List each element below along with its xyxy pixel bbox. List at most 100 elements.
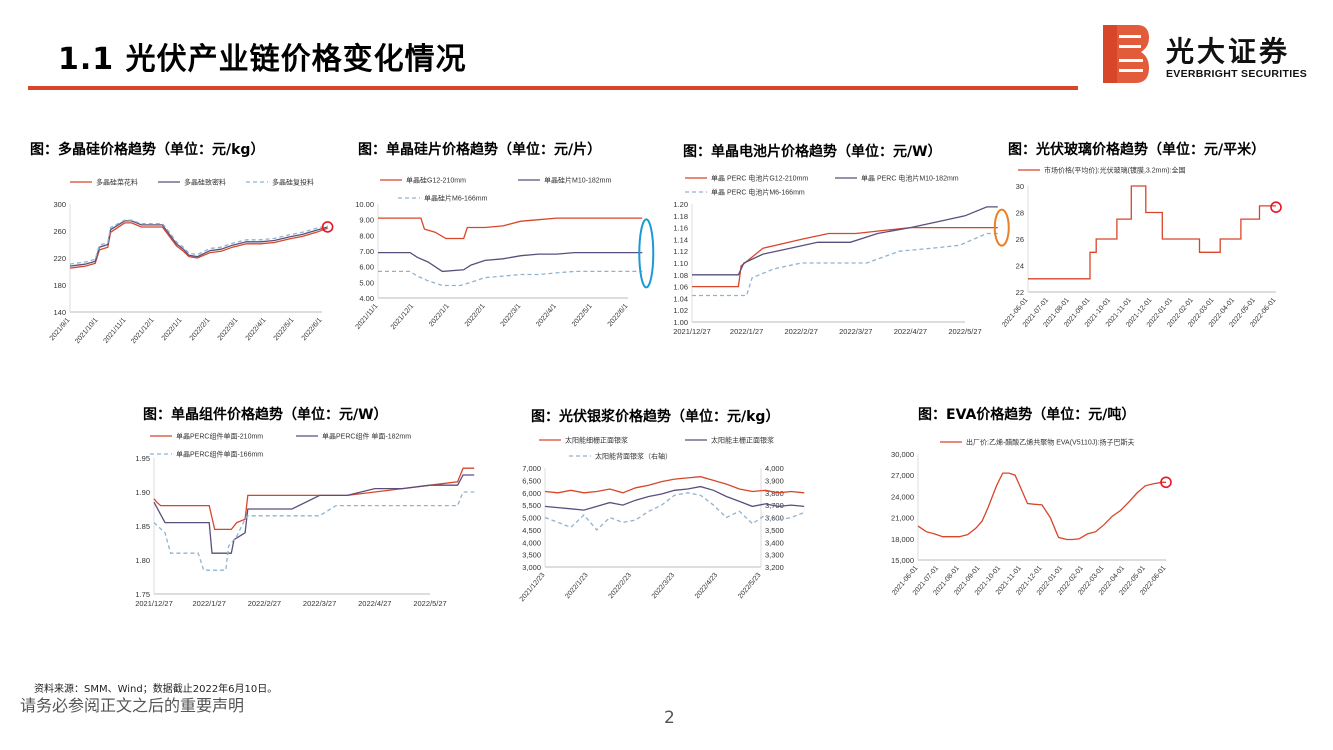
eva-price-chart: 15,00018,00021,00024,00027,00030,0002021… [891, 438, 1172, 597]
x-tick-label: 2021/11/1 [102, 317, 127, 345]
series-line [378, 251, 643, 273]
legend-label: 单晶 PERC 电池片M6-166mm [711, 188, 805, 197]
x-tick-label: 2022/3/27 [839, 327, 872, 336]
highlight-ellipse [993, 208, 1010, 247]
module-price-chart: 1.75 1.80 1.85 1.90 1.95 2021/12/27 2022/1/27 2… [135, 432, 475, 608]
x-tick-label: 2021/12/1 [130, 317, 155, 345]
chart-title-cell: 图：单晶电池片价格趋势（单位：元/W） [683, 144, 942, 160]
y-tick-label: 4,000 [522, 538, 541, 547]
y-tick-label: 8.00 [359, 231, 374, 240]
x-tick-label: 2022/6/1 [607, 303, 630, 328]
x-tick-label: 2022/3/27 [303, 599, 336, 608]
y-tick-label: 1.12 [673, 247, 688, 256]
series-line [544, 485, 805, 511]
y-tick-label: 140 [53, 308, 66, 317]
legend-label: 太阳能细栅正面银浆 [565, 436, 628, 445]
x-tick-label: 2021/12/27 [135, 599, 173, 608]
highlight-ellipse [638, 218, 655, 289]
x-tick-label: 2022/1/1 [161, 317, 184, 342]
x-tick-label: 2022/5/1 [571, 303, 594, 328]
title-underline [28, 86, 1078, 90]
x-tick-label: 2021/10/1 [74, 317, 99, 345]
y-tick-label: 1.00 [673, 318, 688, 327]
y-tick-label: 1.04 [673, 294, 688, 303]
y2-tick-label: 3,200 [765, 563, 784, 572]
series-line [544, 476, 805, 494]
y-tick-label: 1.85 [135, 522, 150, 531]
y2-tick-label: 3,500 [765, 526, 784, 535]
x-tick-label: 2022/2/27 [785, 327, 818, 336]
y2-tick-label: 3,400 [765, 538, 784, 547]
y-tick-label: 22 [1016, 288, 1024, 297]
x-tick-label: 2022/2/27 [248, 599, 281, 608]
legend-label: 单晶 PERC 电池片M10-182mm [861, 174, 959, 183]
x-tick-label: 2022/5/1 [273, 317, 296, 342]
y-tick-label: 1.02 [673, 306, 688, 315]
y-tick-label: 30,000 [891, 450, 914, 459]
series-line [1028, 185, 1276, 280]
y-tick-label: 1.16 [673, 224, 688, 233]
legend-label: 单晶硅片M10-182mm [544, 176, 611, 185]
chart-title-silver-paste: 图：光伏银浆价格趋势（单位：元/kg） [531, 409, 780, 425]
x-tick-label: 2022/1/1 [428, 303, 451, 328]
y-tick-label: 1.80 [135, 556, 150, 565]
chart-title-polysilicon: 图：多晶硅价格趋势（单位：元/kg） [30, 142, 265, 158]
x-tick-label: 2022/4/27 [894, 327, 927, 336]
y-tick-label: 24,000 [891, 492, 914, 501]
logo-chinese-text: 光大证券 [1166, 35, 1291, 68]
y-tick-label: 1.95 [135, 454, 150, 463]
x-tick-label: 2021/12/23 [519, 572, 547, 603]
legend-label: 太阳能背面银浆（右轴） [595, 452, 672, 461]
y-tick-label: 3,000 [522, 563, 541, 572]
y-tick-label: 26 [1016, 235, 1024, 244]
x-tick-label: 2022/2/1 [189, 317, 212, 342]
legend-label: 单晶硅G12-210mm [406, 176, 466, 185]
series-line [917, 472, 1166, 541]
y-tick-label: 6.00 [359, 263, 374, 272]
page-title: 1.1 光伏产业链价格变化情况 [58, 42, 467, 77]
legend-label: 市场价格(平均价):光伏玻璃(镀膜,3.2mm):全国 [1044, 166, 1186, 175]
x-tick-label: 2021/11/1 [354, 303, 379, 331]
legend-label: 单晶硅片M6-166mm [424, 194, 488, 203]
x-tick-label: 2022/4/1 [245, 317, 268, 342]
y-tick-label: 1.20 [673, 200, 688, 209]
x-tick-label: 2022/5/27 [413, 599, 446, 608]
x-tick-label: 2022/1/27 [193, 599, 226, 608]
y-tick-label: 1.18 [673, 212, 688, 221]
y-tick-label: 6,500 [522, 476, 541, 485]
x-tick-label: 2022/2/23 [608, 572, 633, 600]
y-tick-label: 4,500 [522, 526, 541, 535]
y2-tick-label: 3,900 [765, 476, 784, 485]
highlight-circle [1160, 476, 1172, 489]
y-tick-label: 21,000 [891, 514, 914, 523]
y-tick-label: 1.75 [135, 590, 150, 599]
y-tick-label: 180 [53, 281, 66, 290]
series-line [692, 232, 998, 297]
x-tick-label: 2021/12/27 [673, 327, 711, 336]
legend-label: 单晶PERC组件 单面-182mm [322, 432, 411, 441]
legend-label: 出厂价:乙烯-醋酸乙烯共聚物 EVA(V5110J):扬子巴斯夫 [966, 438, 1135, 447]
disclaimer-text: 请务必参阅正文之后的重要声明 [20, 696, 245, 715]
silver-paste-price-chart: 3,000 3,500 4,000 4,500 5,000 5,500 6,000 6,500… [519, 436, 805, 603]
page-number: 2 [664, 708, 675, 728]
y-tick-label: 1.06 [673, 283, 688, 292]
x-tick-label: 2022/3/1 [500, 303, 523, 328]
y-tick-label: 300 [53, 200, 66, 209]
y-tick-label: 28 [1016, 209, 1024, 218]
x-tick-label: 2022/2/1 [464, 303, 487, 328]
series-line [69, 222, 328, 269]
legend-label: 多晶硅菜花料 [96, 178, 138, 187]
legend-label: 单晶PERC组件单面-210mm [176, 432, 263, 441]
y-tick-label: 6,000 [522, 489, 541, 498]
wafer-price-chart: 4.00 5.00 6.00 7.00 8.00 9.00 10.00 2021/11/1 20… [354, 176, 655, 331]
series-line [378, 217, 643, 240]
x-tick-label: 2022/5/23 [737, 572, 762, 600]
x-tick-label: 2022/3/23 [651, 572, 676, 600]
y-tick-label: 220 [53, 254, 66, 263]
x-tick-label: 2022/1/27 [730, 327, 763, 336]
y-tick-label: 27,000 [891, 471, 914, 480]
y-tick-label: 5,000 [522, 514, 541, 523]
y-tick-label: 1.10 [673, 259, 688, 268]
x-tick-label: 2022/4/27 [358, 599, 391, 608]
legend-label: 单晶PERC组件单面-166mm [176, 450, 263, 459]
